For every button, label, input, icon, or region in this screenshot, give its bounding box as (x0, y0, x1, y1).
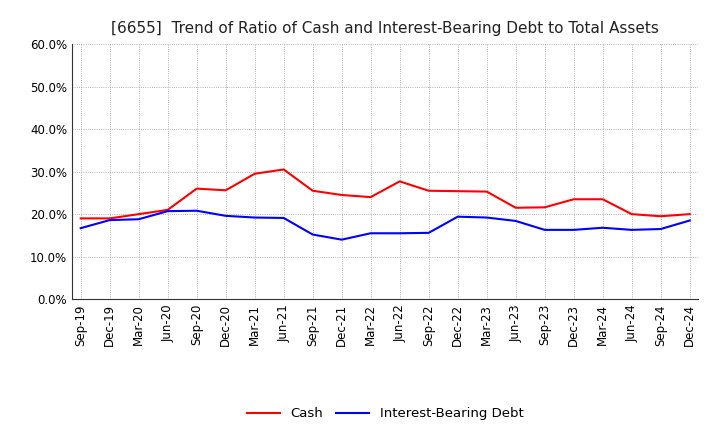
Interest-Bearing Debt (135, 216, 143, 222)
Interest-Bearing Debt (511, 218, 520, 224)
Cash (279, 167, 288, 172)
Cash (163, 207, 172, 213)
Interest-Bearing Debt (424, 230, 433, 235)
Cash (338, 192, 346, 198)
Cash (424, 188, 433, 194)
Interest-Bearing Debt (308, 232, 317, 237)
Cash (454, 188, 462, 194)
Interest-Bearing Debt (482, 215, 491, 220)
Interest-Bearing Debt (251, 215, 259, 220)
Interest-Bearing Debt (598, 225, 607, 231)
Interest-Bearing Debt (338, 237, 346, 242)
Line: Interest-Bearing Debt: Interest-Bearing Debt (81, 211, 690, 240)
Interest-Bearing Debt (279, 215, 288, 220)
Cash (395, 179, 404, 184)
Cash (105, 216, 114, 221)
Cash (598, 197, 607, 202)
Cash (627, 212, 636, 217)
Interest-Bearing Debt (76, 226, 85, 231)
Interest-Bearing Debt (221, 213, 230, 219)
Cash (135, 212, 143, 217)
Cash (366, 194, 375, 200)
Line: Cash: Cash (81, 169, 690, 218)
Interest-Bearing Debt (192, 208, 201, 213)
Cash (657, 214, 665, 219)
Cash (482, 189, 491, 194)
Interest-Bearing Debt (454, 214, 462, 219)
Interest-Bearing Debt (163, 209, 172, 214)
Legend: Cash, Interest-Bearing Debt: Cash, Interest-Bearing Debt (241, 402, 529, 425)
Cash (570, 197, 578, 202)
Cash (541, 205, 549, 210)
Title: [6655]  Trend of Ratio of Cash and Interest-Bearing Debt to Total Assets: [6655] Trend of Ratio of Cash and Intere… (112, 21, 659, 36)
Interest-Bearing Debt (657, 226, 665, 231)
Cash (251, 171, 259, 176)
Interest-Bearing Debt (570, 227, 578, 232)
Cash (192, 186, 201, 191)
Cash (511, 205, 520, 210)
Interest-Bearing Debt (395, 231, 404, 236)
Interest-Bearing Debt (105, 217, 114, 223)
Interest-Bearing Debt (366, 231, 375, 236)
Interest-Bearing Debt (685, 218, 694, 223)
Cash (308, 188, 317, 194)
Cash (221, 188, 230, 193)
Cash (685, 212, 694, 217)
Interest-Bearing Debt (627, 227, 636, 232)
Cash (76, 216, 85, 221)
Interest-Bearing Debt (541, 227, 549, 232)
